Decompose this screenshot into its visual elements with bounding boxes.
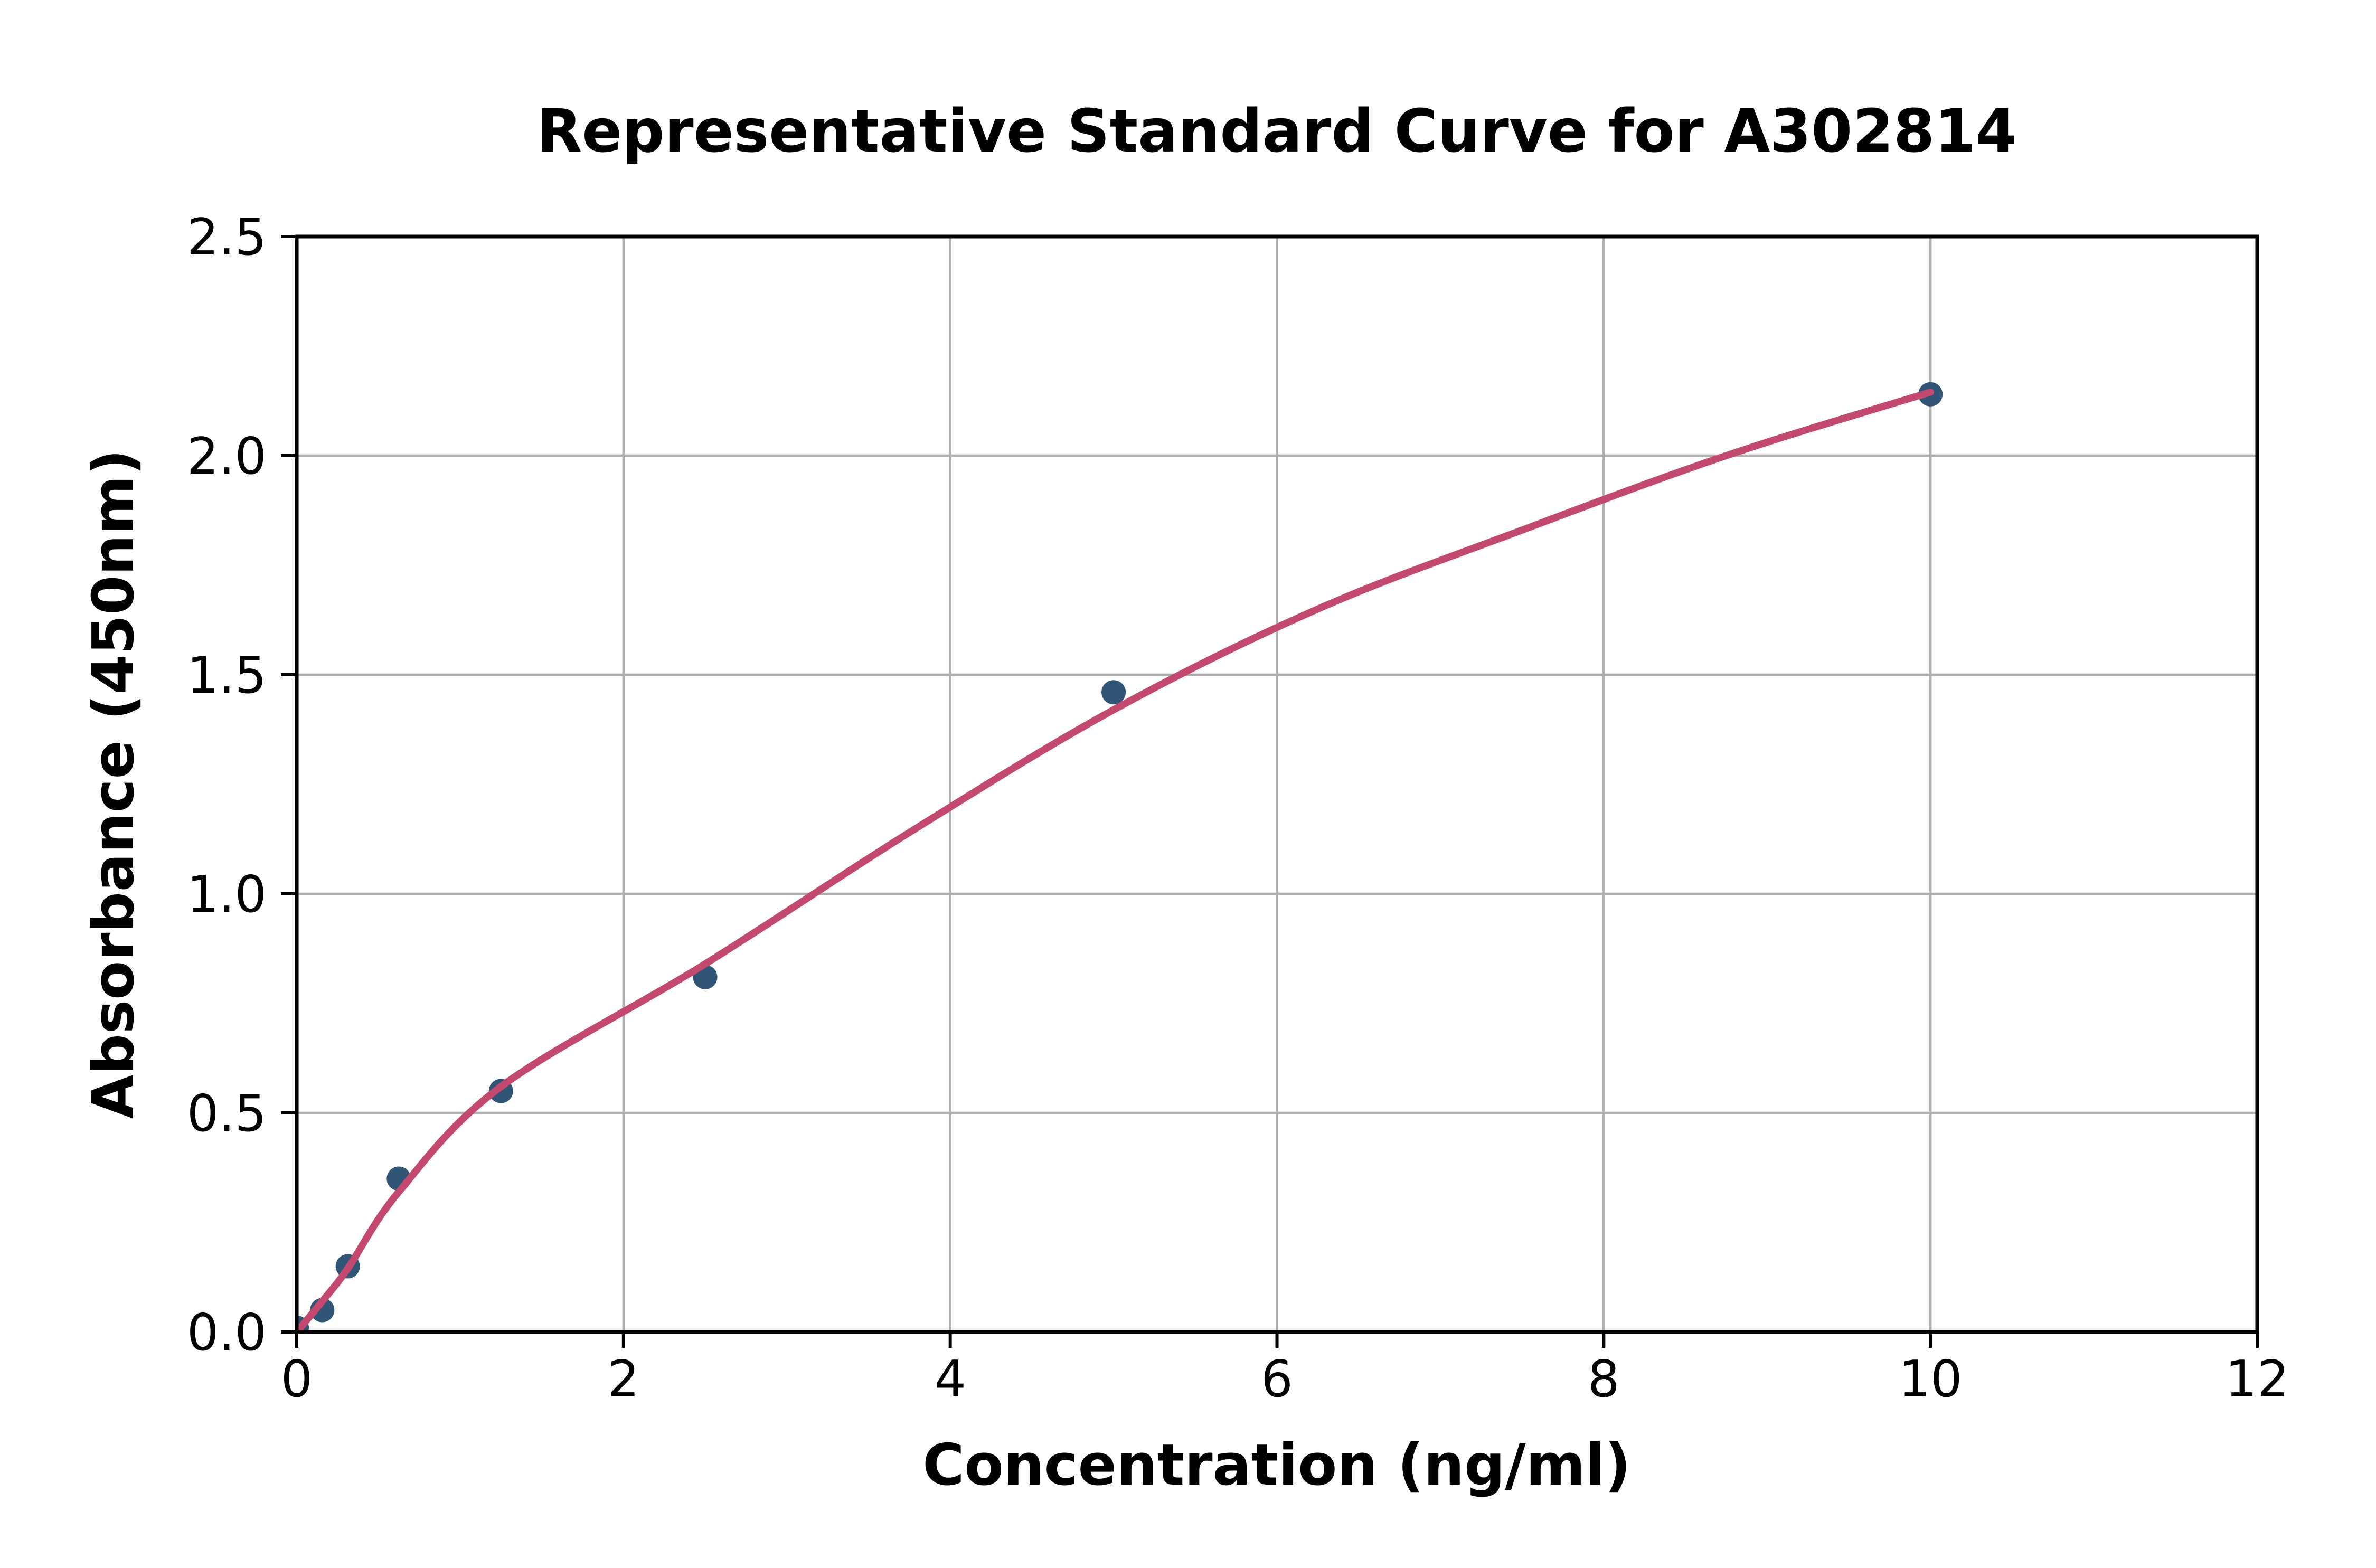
x-tick-label: 12 (2226, 1350, 2289, 1409)
data-point (1101, 680, 1126, 705)
tick-label-layer: 0 2 4 6 8 10 12 0.0 0.5 1.0 1.5 2.0 2.5 (187, 209, 2289, 1409)
fit-curve-line (297, 388, 1934, 1332)
y-tick-label: 1.5 (187, 647, 267, 705)
x-tick-label: 10 (1899, 1350, 1963, 1409)
x-tick-label: 4 (934, 1350, 966, 1409)
y-axis-label: Absorbance (450nm) (81, 449, 147, 1119)
x-tick-label: 6 (1261, 1350, 1293, 1409)
x-tick-label: 2 (608, 1350, 639, 1409)
y-tick-label: 1.0 (187, 866, 267, 924)
y-tick-label: 0.5 (187, 1085, 267, 1143)
y-tick-label: 0.0 (187, 1304, 267, 1362)
axes-layer (281, 234, 2259, 1348)
y-tick-label: 2.5 (187, 209, 267, 267)
x-tick-label: 8 (1588, 1350, 1619, 1409)
x-axis-label: Concentration (ng/ml) (922, 1432, 1631, 1498)
y-tick-label: 2.0 (187, 428, 267, 486)
data-layer (297, 382, 1943, 1332)
chart-title: Representative Standard Curve for A30281… (536, 97, 2017, 166)
x-tick-label: 0 (281, 1350, 313, 1409)
grid-layer (295, 235, 2259, 1334)
